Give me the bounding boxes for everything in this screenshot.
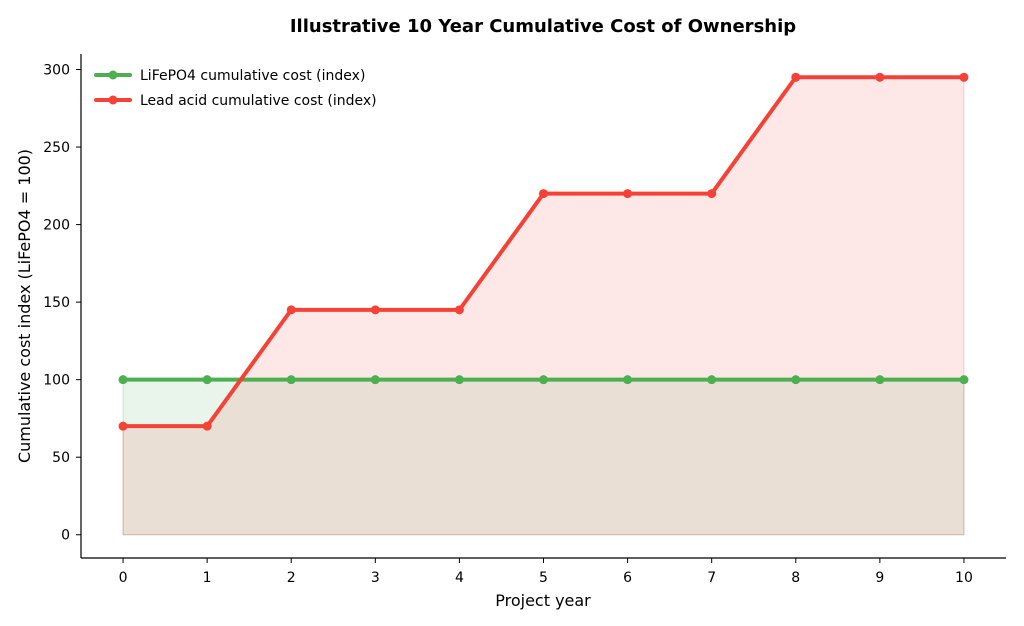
legend-swatch-marker: [108, 95, 118, 105]
data-point: [707, 375, 717, 385]
x-tick-label: 0: [119, 570, 128, 586]
y-tick-label: 100: [43, 373, 70, 389]
chart-title: Illustrative 10 Year Cumulative Cost of …: [290, 16, 796, 37]
data-point: [370, 305, 380, 315]
y-tick-label: 50: [52, 450, 70, 466]
data-point: [286, 375, 296, 385]
x-tick-label: 9: [875, 570, 884, 586]
x-axis-label: Project year: [495, 591, 591, 610]
y-ticks: 0 50 100 150 200 250 300: [43, 63, 81, 544]
data-point: [539, 189, 548, 199]
legend-entry: LiFePO4 cumulative cost (index): [140, 68, 365, 84]
data-point: [791, 375, 801, 385]
series-fill-1: [122, 76, 965, 536]
x-tick-label: 6: [623, 570, 632, 586]
legend: LiFePO4 cumulative cost (index) Lead acid…: [94, 68, 377, 109]
x-tick-label: 5: [539, 570, 548, 586]
x-tick-label: 10: [955, 570, 973, 586]
y-tick-label: 300: [43, 63, 70, 79]
data-point: [623, 375, 633, 385]
data-point: [118, 375, 128, 385]
x-tick-label: 2: [287, 570, 296, 586]
y-tick-label: 200: [43, 218, 70, 234]
legend-entry: Lead acid cumulative cost (index): [140, 93, 377, 109]
data-point: [370, 375, 380, 385]
x-tick-label: 1: [203, 570, 212, 586]
x-ticks: 0 1 2 3 4 5 6 7 8 9 10: [119, 558, 973, 586]
y-tick-label: 150: [43, 295, 70, 311]
series-points: [118, 72, 969, 431]
x-tick-label: 4: [455, 570, 464, 586]
data-point: [791, 72, 801, 82]
data-point: [202, 421, 212, 431]
y-tick-label: 250: [43, 140, 70, 156]
data-point: [959, 72, 969, 82]
data-point: [959, 375, 969, 385]
data-point: [539, 375, 548, 385]
legend-swatch-marker: [108, 70, 118, 80]
x-tick-label: 8: [791, 570, 800, 586]
data-point: [875, 72, 885, 82]
data-point: [118, 421, 128, 431]
data-point: [707, 189, 717, 199]
y-axis-label: Cumulative cost index (LiFePO4 = 100): [15, 149, 34, 463]
x-tick-label: 7: [707, 570, 716, 586]
data-point: [202, 375, 212, 385]
data-point: [623, 189, 633, 199]
y-tick-label: 0: [61, 528, 70, 544]
x-tick-label: 3: [371, 570, 380, 586]
data-point: [286, 305, 296, 315]
data-point: [454, 375, 464, 385]
series-fills: [122, 76, 965, 536]
data-point: [875, 375, 885, 385]
data-point: [454, 305, 464, 315]
